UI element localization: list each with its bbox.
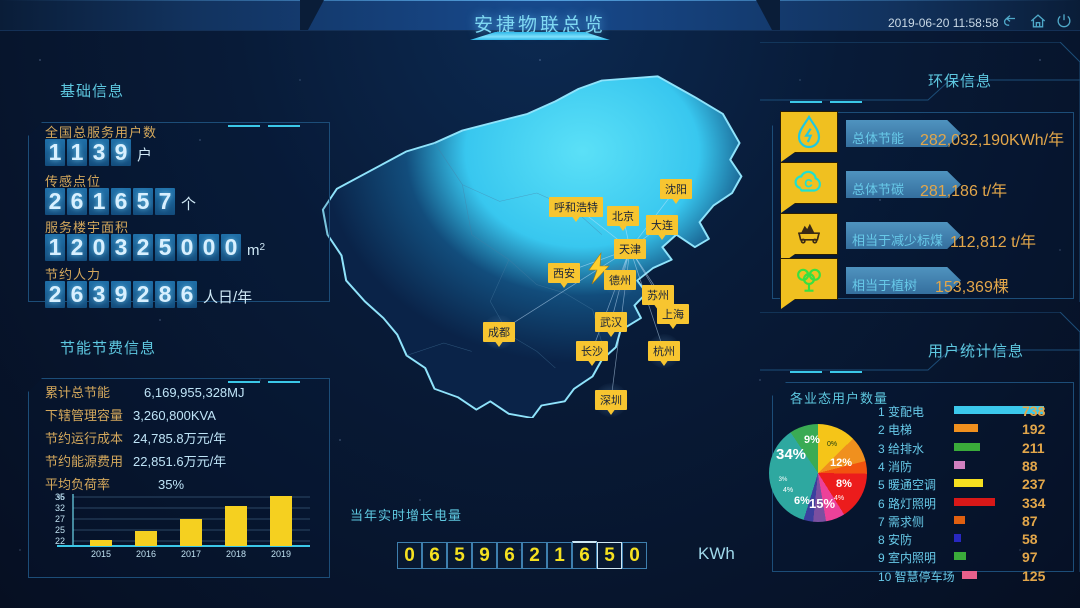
svg-text:8%: 8% <box>836 478 852 490</box>
svg-text:32: 32 <box>55 503 65 513</box>
svg-text:2019: 2019 <box>271 549 291 559</box>
svg-text:15%: 15% <box>809 496 835 511</box>
svg-text:35: 35 <box>55 492 65 502</box>
svg-text:2017: 2017 <box>181 549 201 559</box>
svg-text:4%: 4% <box>783 487 793 494</box>
svg-text:34%: 34% <box>776 446 806 463</box>
svg-text:9%: 9% <box>804 434 820 446</box>
svg-text:4%: 4% <box>834 495 844 502</box>
svg-text:25: 25 <box>55 525 65 535</box>
svg-text:2018: 2018 <box>226 549 246 559</box>
svg-text:0%: 0% <box>827 441 837 448</box>
svg-text:2016: 2016 <box>136 549 156 559</box>
svg-text:C: C <box>805 178 813 190</box>
svg-text:12%: 12% <box>830 457 852 469</box>
svg-text:6%: 6% <box>794 495 810 507</box>
svg-text:2015: 2015 <box>91 549 111 559</box>
svg-text:22: 22 <box>55 536 65 546</box>
svg-text:3%: 3% <box>779 477 788 483</box>
svg-text:27: 27 <box>55 514 65 524</box>
